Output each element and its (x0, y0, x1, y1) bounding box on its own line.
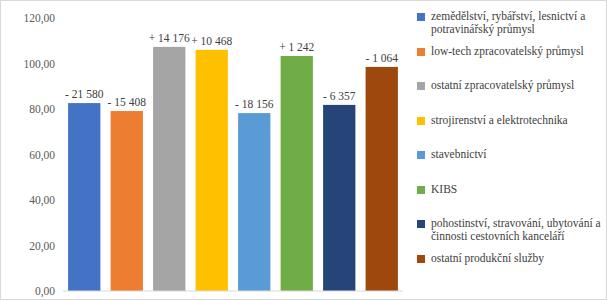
bar (281, 56, 313, 291)
legend-item: KIBS (417, 183, 603, 196)
legend-swatch (417, 117, 425, 125)
bar-annotation: - 21 580 (65, 88, 104, 100)
legend-swatch (417, 82, 425, 90)
legend-item: ostatní produkční služby (417, 252, 603, 265)
bar-annotation: - 15 408 (108, 96, 147, 108)
legend-swatch (417, 48, 425, 56)
legend-label: strojirenství a elektrotechnika (431, 114, 568, 127)
legend-label: ostatní produkční služby (431, 252, 544, 265)
legend-label: low-tech zpracovatelský průmysl (431, 45, 584, 58)
legend-item: pohostinství, stravování, ubytování a či… (417, 217, 603, 243)
legend-swatch (417, 151, 425, 159)
bars (68, 47, 398, 291)
bar (111, 111, 143, 291)
legend-label: ostatní zpracovatelský průmysl (431, 79, 574, 92)
legend-item: low-tech zpracovatelský průmysl (417, 45, 603, 58)
y-tick-label: 20,00 (29, 240, 55, 253)
bar (238, 113, 270, 291)
y-tick-label: 80,00 (29, 103, 55, 116)
bar (366, 67, 398, 291)
legend-swatch (417, 220, 425, 228)
legend-item: strojirenství a elektrotechnika (417, 114, 603, 127)
y-tick-label: 40,00 (29, 194, 55, 207)
bar-annotation: + 10 468 (191, 35, 232, 47)
bar (323, 105, 355, 291)
bar-annotation: - 6 357 (323, 90, 356, 102)
y-tick-label: 0,00 (35, 285, 55, 298)
legend-label: stavebnictví (431, 148, 487, 161)
legend-item: stavebnictví (417, 148, 603, 161)
legend-item: ostatní zpracovatelský průmysl (417, 79, 603, 92)
bar-annotation: + 14 176 (149, 32, 190, 44)
y-tick-label: 60,00 (29, 149, 55, 162)
bar (68, 103, 100, 291)
legend-item: zemědělství, rybářství, lesnictví a potr… (417, 10, 603, 36)
bar-annotation: + 1 242 (279, 41, 314, 53)
y-tick-label: 100,00 (23, 58, 55, 71)
chart-frame: 0,00 20,00 40,00 60,00 80,00 100,00 120,00 - 21… (0, 0, 607, 300)
bar (153, 47, 185, 291)
legend-swatch (417, 186, 425, 194)
legend-label: pohostinství, stravování, ubytování a či… (431, 217, 603, 243)
bar (196, 50, 228, 291)
bar-annotation: - 18 156 (235, 98, 274, 110)
legend-swatch (417, 13, 425, 21)
legend-label: KIBS (431, 183, 457, 196)
y-tick-label: 120,00 (23, 12, 55, 25)
x-axis-line (63, 291, 403, 292)
legend-swatch (417, 255, 425, 263)
bar-annotation: - 1 064 (365, 52, 398, 64)
legend-label: zemědělství, rybářství, lesnictví a potr… (431, 10, 603, 36)
